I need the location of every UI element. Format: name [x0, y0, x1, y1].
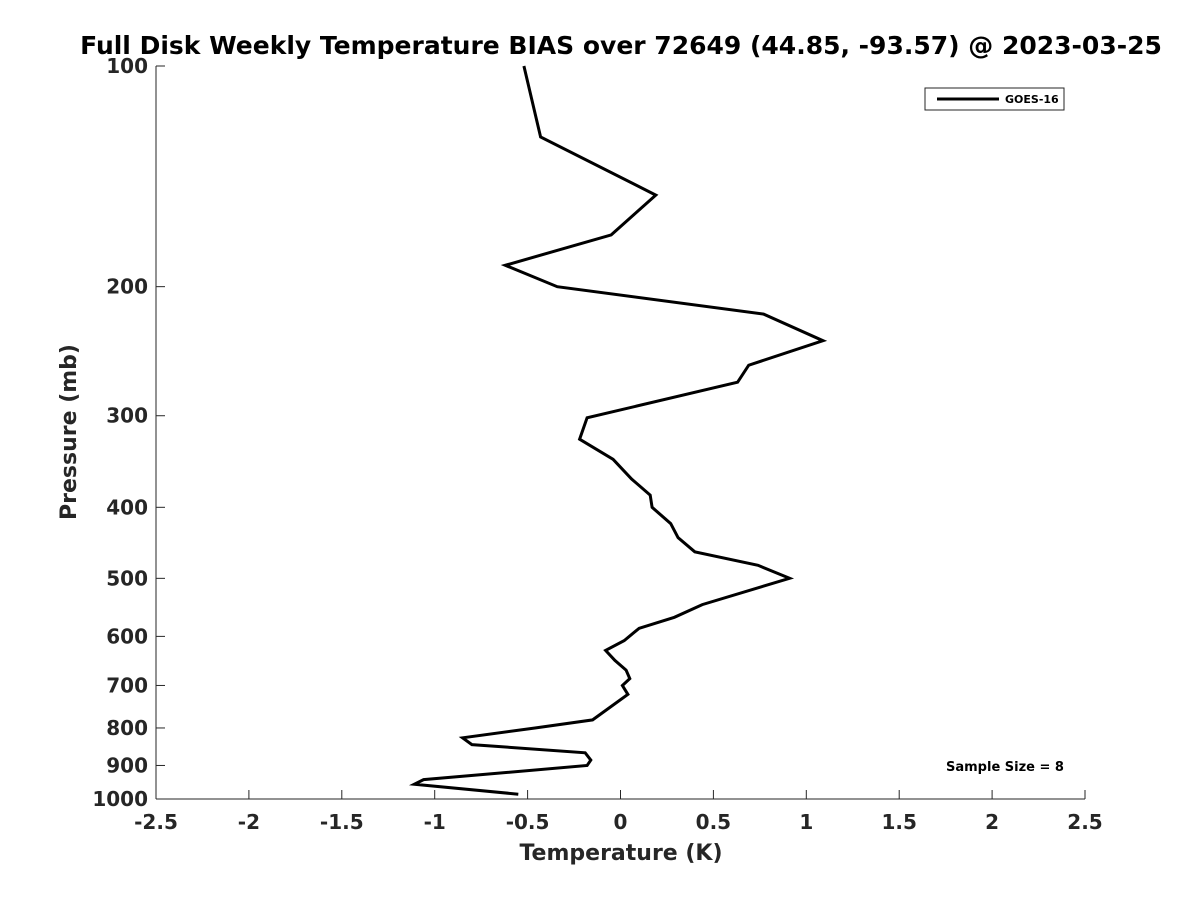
y-tick-label: 500: [106, 566, 148, 590]
x-tick-label: 2.5: [1067, 810, 1102, 834]
x-tick-label: -1: [424, 810, 446, 834]
y-tick-label: 400: [106, 495, 148, 519]
y-tick-label: 700: [106, 673, 148, 697]
y-tick-label: 600: [106, 624, 148, 648]
x-tick-label: 0: [614, 810, 628, 834]
y-tick-label: 200: [106, 275, 148, 299]
plot-area: -2.5 -2 -1.5 -1 -0.5 0 0.5 1 1.5 2 2.5 100 200 300 40…: [92, 54, 1102, 834]
chart-title: Full Disk Weekly Temperature BIAS over 7…: [80, 31, 1162, 60]
x-tick-label: 1: [799, 810, 813, 834]
y-tick-label: 100: [106, 54, 148, 78]
x-ticks: -2.5 -2 -1.5 -1 -0.5 0 0.5 1 1.5 2 2.5: [134, 790, 1103, 834]
y-ticks: 100 200 300 400 500 600 700 800 900 1000: [92, 54, 165, 811]
legend-label-goes-16: GOES-16: [1005, 93, 1059, 106]
x-tick-label: 0.5: [696, 810, 731, 834]
y-tick-label: 800: [106, 716, 148, 740]
y-tick-label: 900: [106, 753, 148, 777]
y-tick-label: 1000: [92, 787, 148, 811]
x-tick-label: -2: [238, 810, 260, 834]
x-tick-label: -2.5: [134, 810, 178, 834]
legend: GOES-16: [924, 87, 1065, 111]
sample-size-annotation: Sample Size = 8: [946, 760, 1064, 775]
x-tick-label: -1.5: [320, 810, 364, 834]
x-tick-label: 1.5: [881, 810, 916, 834]
y-axis-label: Pressure (mb): [57, 344, 82, 520]
y-tick-label: 300: [106, 404, 148, 428]
x-axis-label: Temperature (K): [519, 841, 722, 866]
x-tick-label: 2: [985, 810, 999, 834]
series-line-goes-16: [408, 65, 828, 796]
x-tick-label: -0.5: [506, 810, 550, 834]
